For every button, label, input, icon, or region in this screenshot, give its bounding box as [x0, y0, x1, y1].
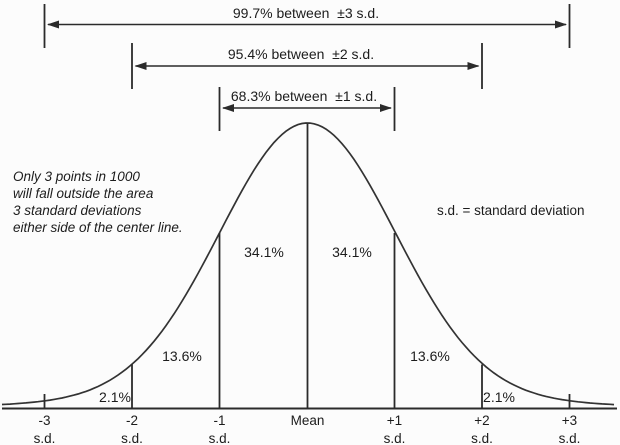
area-2-right-label: 2.1%: [483, 389, 515, 405]
bracket-3sd-label: 99.7% between ±3 s.d.: [233, 5, 379, 21]
bracket-1sd-label: 68.3% between ±1 s.d.: [231, 88, 377, 104]
area-34-left-label: 34.1%: [244, 244, 284, 260]
x-tick-plus-2: +2 s.d.: [471, 413, 493, 445]
x-tick-minus-1: -1 s.d.: [209, 413, 231, 445]
x-tick-value: +3: [562, 413, 577, 428]
bell-curve: [1, 122, 615, 406]
x-tick-unit: s.d.: [121, 431, 143, 445]
x-tick-unit: s.d.: [559, 431, 581, 445]
x-tick-value: -1: [213, 413, 225, 428]
note-line-3: 3 standard deviations: [13, 203, 142, 218]
note-line-2: will fall outside the area: [13, 186, 154, 201]
x-tick-value: -2: [126, 413, 138, 428]
area-13-left-label: 13.6%: [162, 348, 202, 364]
x-tick-unit: s.d.: [384, 431, 406, 445]
x-tick-value: -3: [38, 413, 50, 428]
sd-definition-label: s.d. = standard deviation: [437, 203, 584, 218]
x-tick-unit: s.d.: [471, 431, 493, 445]
bracket-2sd-label: 95.4% between ±2 s.d.: [228, 46, 374, 62]
area-13-right-label: 13.6%: [410, 348, 450, 364]
note-line-1: Only 3 points in 1000: [13, 169, 140, 184]
area-34-right-label: 34.1%: [332, 244, 372, 260]
x-tick-unit: s.d.: [209, 431, 231, 445]
bracket-3sd: 99.7% between ±3 s.d.: [43, 4, 571, 48]
note-line-4: either side of the center line.: [13, 220, 183, 235]
area-2-left-label: 2.1%: [99, 389, 131, 405]
x-tick-minus-3: -3 s.d.: [34, 413, 56, 445]
bracket-1sd: 68.3% between ±1 s.d.: [218, 87, 396, 131]
x-tick-plus-1: +1 s.d.: [384, 413, 406, 445]
x-tick-unit: s.d.: [34, 431, 56, 445]
x-tick-value: +1: [387, 413, 402, 428]
x-tick-mean: Mean: [291, 413, 325, 428]
bracket-2sd: 95.4% between ±2 s.d.: [131, 43, 483, 89]
x-tick-value: +2: [474, 413, 489, 428]
area-percentages: 34.1% 34.1% 13.6% 13.6% 2.1% 2.1%: [99, 244, 515, 405]
x-tick-minus-2: -2 s.d.: [121, 413, 143, 445]
x-tick-plus-3: +3 s.d.: [559, 413, 581, 445]
note-text: Only 3 points in 1000 will fall outside …: [13, 169, 183, 235]
x-tick-value: Mean: [291, 413, 325, 428]
x-axis-labels: -3 s.d. -2 s.d. -1 s.d. Mean +1 s.d. +2 …: [34, 413, 581, 445]
sd-division-lines: [43, 123, 571, 409]
